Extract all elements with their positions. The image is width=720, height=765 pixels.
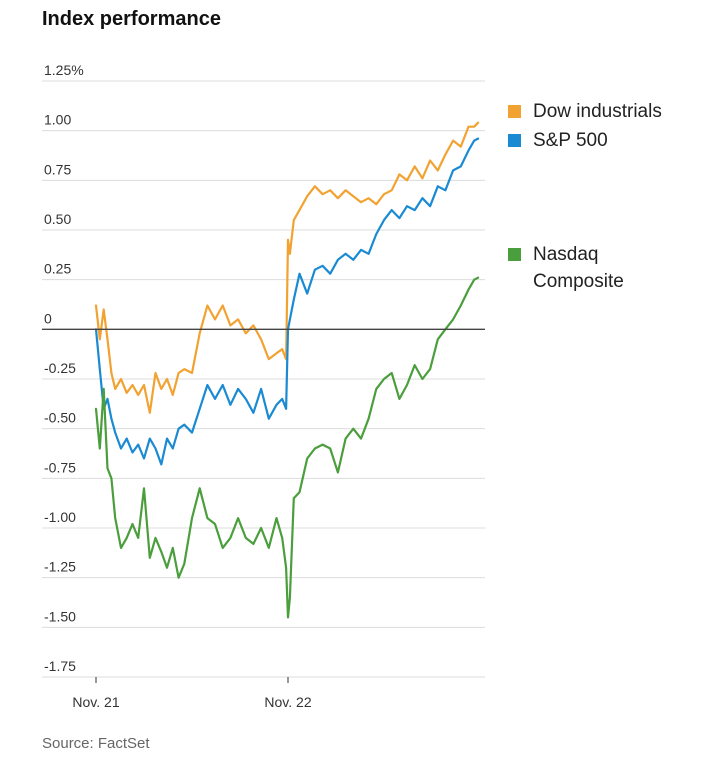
series-line-2 <box>94 276 480 619</box>
y-tick-label: -1.25 <box>44 559 76 575</box>
y-tick-label: -0.75 <box>44 459 76 475</box>
y-tick-label: -1.75 <box>44 658 76 674</box>
x-tick-label: Nov. 22 <box>264 694 311 710</box>
legend-label-nasdaq: Nasdaq Composite <box>533 244 624 292</box>
y-tick-label: 0.75 <box>44 161 71 177</box>
x-axis: Nov. 21 Nov. 22 <box>72 677 312 710</box>
series-lines <box>94 121 480 619</box>
legend-swatch-sp500 <box>508 134 521 147</box>
y-tick-label: 1.00 <box>44 112 71 128</box>
y-tick-label: -1.50 <box>44 608 76 624</box>
line-chart: 1.25% 1.00 0.75 0.50 0.25 0 -0.25 -0.50 -0.75 -1.… <box>42 62 485 710</box>
y-tick-label: 1.25% <box>44 62 84 78</box>
source-note: Source: FactSet <box>42 735 150 752</box>
y-tick-label: 0.50 <box>44 211 71 227</box>
chart-title: Index performance <box>42 8 221 30</box>
legend-label-sp500: S&P 500 <box>533 130 608 151</box>
grid-lines <box>42 80 485 678</box>
y-tick-label: 0 <box>44 310 52 326</box>
y-tick-label: 0.25 <box>44 261 71 277</box>
series-line-1 <box>94 137 480 466</box>
y-axis-labels: 1.25% 1.00 0.75 0.50 0.25 0 -0.25 -0.50 -0.75 -1.… <box>44 62 84 674</box>
y-tick-label: -0.50 <box>44 410 76 426</box>
y-tick-label: -0.25 <box>44 360 76 376</box>
legend-label-dow: Dow industrials <box>533 101 662 122</box>
y-tick-label: -1.00 <box>44 509 76 525</box>
x-tick-label: Nov. 21 <box>72 694 119 710</box>
series-line-0 <box>94 121 480 414</box>
legend-swatch-dow <box>508 105 521 118</box>
legend-swatch-nasdaq <box>508 248 521 261</box>
